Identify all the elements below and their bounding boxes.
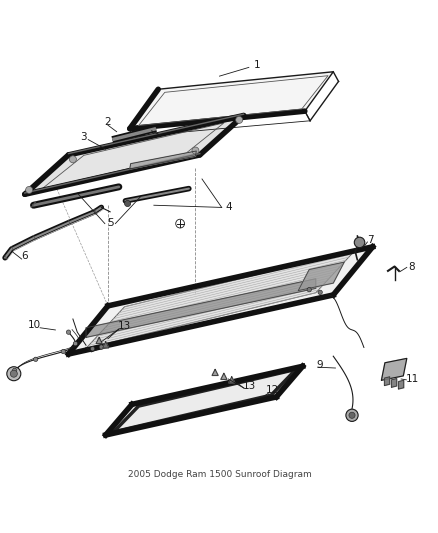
Text: 2005 Dodge Ram 1500 Sunroof Diagram: 2005 Dodge Ram 1500 Sunroof Diagram: [127, 470, 311, 479]
Circle shape: [191, 147, 198, 154]
Text: 8: 8: [408, 262, 414, 271]
Text: 6: 6: [21, 251, 28, 261]
Circle shape: [348, 412, 354, 418]
Polygon shape: [42, 123, 223, 189]
Polygon shape: [381, 358, 406, 380]
Polygon shape: [106, 366, 302, 435]
Circle shape: [317, 290, 321, 295]
Polygon shape: [297, 262, 343, 290]
Circle shape: [306, 287, 311, 292]
Text: 2: 2: [104, 117, 111, 127]
Polygon shape: [391, 378, 396, 387]
Text: 13: 13: [117, 321, 131, 332]
Polygon shape: [102, 342, 109, 348]
Circle shape: [90, 346, 95, 351]
Text: 10: 10: [28, 320, 41, 330]
Circle shape: [33, 357, 38, 361]
Text: 13: 13: [242, 381, 255, 391]
Circle shape: [235, 116, 242, 124]
Polygon shape: [220, 373, 226, 379]
Text: 3: 3: [80, 132, 87, 142]
Circle shape: [7, 367, 21, 381]
Circle shape: [11, 370, 17, 377]
Circle shape: [25, 187, 32, 193]
Text: 11: 11: [405, 374, 418, 384]
Polygon shape: [86, 251, 353, 349]
Circle shape: [353, 237, 364, 248]
Polygon shape: [212, 369, 218, 375]
Polygon shape: [398, 380, 403, 389]
Text: 1: 1: [253, 60, 259, 70]
Circle shape: [66, 330, 71, 334]
Text: 7: 7: [366, 235, 373, 245]
Circle shape: [69, 156, 76, 163]
Circle shape: [73, 342, 78, 346]
Circle shape: [12, 368, 17, 373]
Text: 9: 9: [316, 360, 323, 370]
Text: 4: 4: [224, 203, 231, 213]
Polygon shape: [228, 377, 234, 383]
Circle shape: [99, 345, 103, 349]
Polygon shape: [25, 116, 243, 195]
Polygon shape: [86, 279, 315, 337]
Polygon shape: [130, 72, 332, 128]
Polygon shape: [384, 377, 389, 385]
Circle shape: [345, 409, 357, 422]
Polygon shape: [130, 151, 196, 169]
Circle shape: [61, 349, 65, 354]
Text: 5: 5: [106, 218, 113, 228]
Text: 12: 12: [266, 385, 279, 395]
Polygon shape: [68, 247, 372, 354]
Circle shape: [124, 200, 131, 207]
Polygon shape: [96, 337, 102, 344]
